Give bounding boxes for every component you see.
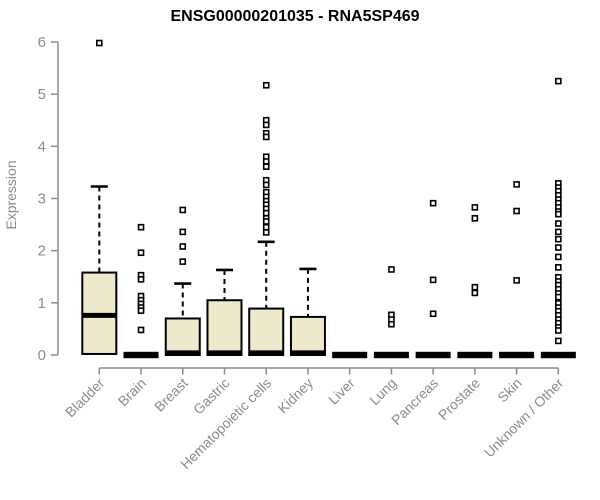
outlier-point-hematopoietic-cells bbox=[262, 121, 270, 129]
zero-bar-unknown-other bbox=[540, 351, 576, 359]
outlier-point-breast bbox=[179, 228, 187, 236]
outlier-point-brain bbox=[137, 249, 145, 257]
box-hematopoietic-cells bbox=[248, 307, 285, 356]
x-category-label-unknown-other: Unknown / Other bbox=[481, 375, 567, 461]
outlier-point-unknown-other bbox=[555, 220, 562, 227]
zero-bar-brain bbox=[123, 351, 159, 359]
zero-bar-skin bbox=[499, 351, 535, 359]
zero-bar-liver bbox=[332, 351, 368, 359]
y-tick-label: 6 bbox=[38, 34, 46, 51]
y-tick-label: 3 bbox=[38, 190, 46, 207]
x-category-label-brain: Brain bbox=[115, 375, 149, 409]
zero-bar-prostate bbox=[457, 351, 493, 359]
y-tick-label: 4 bbox=[38, 138, 46, 155]
y-tick-label: 5 bbox=[38, 86, 46, 103]
outlier-point-unknown-other bbox=[555, 210, 562, 218]
outlier-point-unknown-other bbox=[555, 337, 562, 345]
outlier-point-breast bbox=[179, 243, 187, 250]
outlier-point-hematopoietic-cells bbox=[262, 209, 270, 217]
outlier-point-brain bbox=[137, 223, 145, 231]
outlier-point-prostate bbox=[471, 204, 479, 211]
outlier-point-lung bbox=[388, 266, 395, 273]
outlier-point-unknown-other bbox=[555, 327, 562, 334]
y-tick-label: 1 bbox=[38, 295, 46, 312]
outlier-point-unknown-other bbox=[555, 293, 562, 301]
y-tick-label: 0 bbox=[38, 347, 46, 364]
outlier-point-unknown-other bbox=[555, 228, 562, 236]
outlier-point-unknown-other bbox=[555, 77, 562, 85]
outlier-point-brain bbox=[137, 276, 145, 283]
outlier-point-unknown-other bbox=[555, 253, 562, 261]
outlier-point-brain bbox=[137, 307, 145, 314]
x-category-label-skin: Skin bbox=[494, 375, 525, 406]
outlier-point-hematopoietic-cells bbox=[262, 223, 270, 231]
outlier-point-unknown-other bbox=[555, 235, 562, 243]
outlier-point-skin bbox=[513, 207, 520, 215]
outlier-point-hematopoietic-cells bbox=[262, 163, 270, 170]
zero-bar-pancreas bbox=[415, 351, 451, 359]
outlier-point-skin bbox=[513, 277, 520, 284]
x-category-label-breast: Breast bbox=[151, 375, 191, 415]
outlier-point-breast bbox=[179, 258, 187, 265]
chart-title: ENSG00000201035 - RNA5SP469 bbox=[170, 8, 420, 25]
x-category-label-bladder: Bladder bbox=[62, 375, 108, 421]
x-category-label-prostate: Prostate bbox=[435, 375, 483, 423]
outlier-point-brain bbox=[137, 326, 145, 334]
outlier-point-hematopoietic-cells bbox=[262, 181, 270, 189]
box-breast bbox=[164, 317, 201, 356]
outlier-point-hematopoietic-cells bbox=[262, 158, 270, 165]
outlier-point-prostate bbox=[471, 215, 479, 222]
zero-bar-lung bbox=[373, 351, 409, 359]
outlier-point-lung bbox=[388, 320, 395, 328]
outlier-point-pancreas bbox=[429, 199, 437, 207]
x-category-label-liver: Liver bbox=[325, 375, 358, 408]
outlier-point-prostate bbox=[471, 283, 479, 291]
y-tick-label: 2 bbox=[38, 243, 46, 260]
x-category-label-kidney: Kidney bbox=[274, 375, 316, 417]
outlier-point-breast bbox=[179, 206, 187, 214]
outlier-point-hematopoietic-cells bbox=[262, 218, 270, 225]
x-category-label-lung: Lung bbox=[366, 375, 399, 408]
outlier-point-hematopoietic-cells bbox=[262, 133, 270, 141]
box-kidney bbox=[289, 315, 326, 356]
outlier-point-pancreas bbox=[429, 310, 437, 318]
outlier-point-hematopoietic-cells bbox=[262, 81, 270, 89]
outlier-point-skin bbox=[513, 181, 520, 188]
outlier-point-unknown-other bbox=[555, 264, 562, 271]
outlier-point-pancreas bbox=[429, 276, 437, 284]
outlier-point-hematopoietic-cells bbox=[262, 229, 270, 236]
outlier-point-unknown-other bbox=[555, 244, 562, 251]
outlier-point-prostate bbox=[471, 289, 479, 297]
outlier-point-bladder bbox=[96, 39, 103, 47]
box-gastric bbox=[206, 299, 243, 356]
